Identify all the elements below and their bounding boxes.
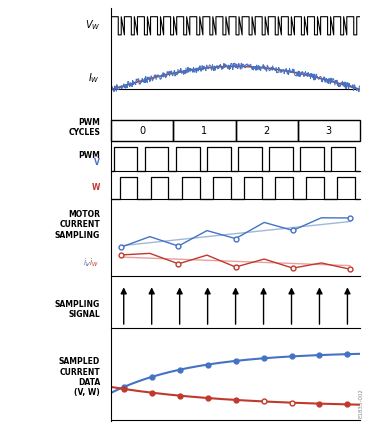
Text: , $i_W$: , $i_W$ [85,255,99,268]
Bar [298,120,360,142]
Text: PWM
CYCLES: PWM CYCLES [68,117,100,137]
Text: 3: 3 [326,126,332,136]
Bar [236,120,298,142]
Text: SAMPLING
SIGNAL: SAMPLING SIGNAL [55,299,100,318]
Text: PWM: PWM [78,150,100,159]
Text: 0: 0 [139,126,145,136]
Text: $I_W$: $I_W$ [88,71,100,85]
Text: V: V [94,157,100,166]
Bar [174,120,236,142]
Text: 2: 2 [263,126,270,136]
Text: $V_W$: $V_W$ [85,18,100,32]
Bar [111,120,174,142]
Text: E1835-002: E1835-002 [359,387,364,417]
Text: $i_V$: $i_V$ [83,255,91,268]
Text: SAMPLED
CURRENT
DATA
(V, W): SAMPLED CURRENT DATA (V, W) [59,356,100,396]
Text: MOTOR
CURRENT
SAMPLING: MOTOR CURRENT SAMPLING [55,209,100,239]
Text: 1: 1 [201,126,208,136]
Text: W: W [92,183,100,192]
